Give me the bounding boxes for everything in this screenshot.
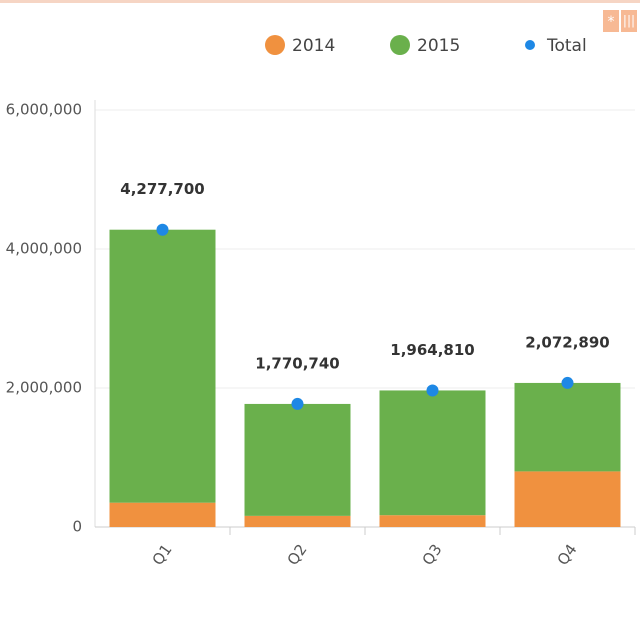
x-tick-label: Q2 [284, 541, 311, 569]
bar-segment [379, 390, 486, 516]
data-label: 1,770,740 [255, 354, 339, 372]
legend-label: 2015 [417, 36, 460, 56]
data-label: 4,277,700 [120, 180, 204, 198]
y-tick-label: 0 [72, 518, 82, 536]
total-marker [291, 397, 304, 410]
bar-segment [514, 382, 621, 472]
bar-segment [244, 403, 351, 516]
legend-marker [390, 35, 410, 55]
top-border [0, 0, 640, 3]
legend-label: 2014 [292, 36, 335, 56]
total-marker [156, 223, 169, 236]
total-marker [561, 376, 574, 389]
data-label: 2,072,890 [525, 333, 609, 351]
data-label: 1,964,810 [390, 341, 474, 359]
toolbar-button[interactable] [621, 10, 637, 32]
toolbar-button[interactable] [603, 10, 619, 32]
toolbar-icon: * [608, 14, 615, 30]
legend-marker [525, 40, 535, 50]
x-tick-label: Q4 [554, 541, 581, 569]
x-tick-label: Q3 [419, 541, 446, 569]
legend-marker [265, 35, 285, 55]
bar-segment [514, 471, 621, 527]
bar-segment [379, 515, 486, 527]
y-tick-label: 2,000,000 [6, 379, 82, 397]
bar-segment [109, 502, 216, 527]
legend-label: Total [546, 36, 587, 56]
total-marker [426, 384, 439, 397]
bar-segment [244, 515, 351, 527]
bar-segment [109, 229, 216, 503]
y-tick-label: 4,000,000 [6, 240, 82, 258]
y-tick-label: 6,000,000 [6, 101, 82, 119]
x-tick-label: Q1 [149, 541, 176, 569]
toolbar-icon: ||| [623, 14, 635, 28]
